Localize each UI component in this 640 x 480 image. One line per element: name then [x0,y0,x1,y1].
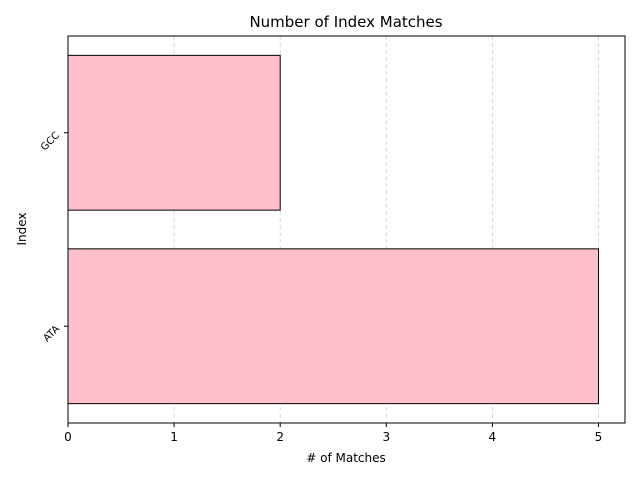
bars [67,54,599,405]
plot-frame [67,35,626,424]
y-axis-label: Index [15,212,29,245]
chart-title: Number of Index Matches [249,13,442,31]
x-tick-label: 5 [595,430,603,444]
x-axis-ticks: 0 1 2 3 4 5 [64,423,602,444]
bar-ata [67,248,599,405]
x-tick-label: 4 [489,430,497,444]
x-tick-label: 2 [276,430,284,444]
y-tick-label: ATA [41,323,62,344]
x-tick-label: 1 [170,430,178,444]
x-tick-label: 0 [64,430,72,444]
x-tick-label: 3 [382,430,390,444]
y-tick-label: GCC [39,130,62,153]
y-axis-ticks: ATA GCC [39,130,68,344]
bar-gcc [67,54,281,211]
x-axis-label: # of Matches [306,451,386,465]
